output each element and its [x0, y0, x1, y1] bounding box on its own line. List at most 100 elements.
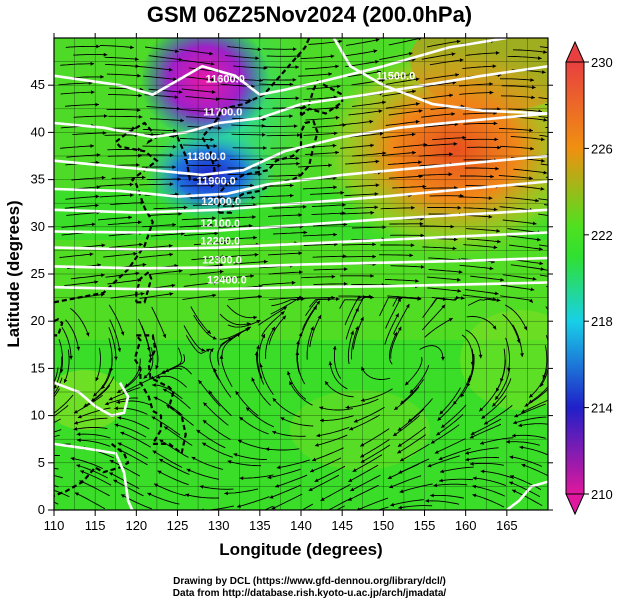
streamline — [219, 327, 250, 346]
streamline — [70, 274, 105, 280]
streamline — [381, 133, 416, 139]
streamline-arrow — [332, 345, 337, 350]
streamline-arrow — [168, 67, 173, 72]
streamline-arrow — [180, 118, 184, 123]
streamline — [467, 348, 474, 383]
streamline — [301, 300, 321, 330]
streamline — [501, 85, 536, 89]
streamline-arrow — [138, 153, 142, 158]
streamline-arrow — [397, 449, 402, 454]
streamline — [500, 295, 534, 304]
streamline — [459, 264, 494, 270]
streamline — [209, 348, 219, 380]
streamline-arrow — [355, 307, 359, 312]
streamline — [267, 468, 301, 479]
streamline-arrow — [37, 485, 41, 489]
streamline — [419, 94, 454, 100]
streamline-arrow — [412, 89, 416, 94]
streamline — [542, 345, 548, 379]
streamline-arrow — [382, 100, 386, 105]
streamline — [390, 326, 402, 359]
streamline-arrow — [73, 409, 78, 414]
streamline-arrow — [69, 355, 73, 360]
streamline — [221, 197, 256, 199]
streamline — [509, 456, 543, 467]
streamline — [265, 97, 300, 100]
streamline-arrow — [100, 74, 104, 79]
streamline-arrow — [239, 476, 244, 481]
streamline-arrow — [173, 77, 177, 82]
y-axis-ticks: 0 5 10 15 20 25 30 35 40 45 — [31, 77, 553, 517]
streamline — [185, 335, 211, 354]
streamline-arrow — [554, 358, 558, 362]
streamline — [60, 63, 95, 66]
streamline-arrow — [332, 143, 337, 148]
streamline — [460, 366, 475, 398]
streamline-arrow — [479, 407, 484, 412]
streamline-arrow — [321, 511, 325, 514]
streamline-arrow — [275, 484, 280, 488]
streamline-arrow — [315, 519, 319, 522]
streamline-arrow — [113, 479, 118, 484]
x-tick-label: 165 — [496, 518, 518, 533]
streamline — [60, 91, 95, 95]
streamline-arrow — [272, 398, 277, 402]
streamline-arrow — [472, 493, 477, 498]
streamline-arrow — [178, 212, 182, 216]
coastline — [54, 317, 64, 337]
streamline-arrow — [256, 320, 261, 324]
streamline-arrow — [448, 172, 453, 177]
streamline — [540, 163, 548, 166]
streamline — [339, 120, 374, 126]
streamline — [95, 347, 101, 382]
streamline-arrow — [355, 326, 359, 331]
streamline-arrow — [209, 51, 213, 56]
streamline-arrow — [96, 44, 100, 49]
streamline-arrow — [29, 438, 33, 442]
streamline — [439, 478, 474, 482]
streamline-arrow — [183, 205, 188, 210]
streamline-arrow — [529, 298, 533, 303]
streamline — [335, 505, 345, 510]
streamline-arrow — [375, 159, 380, 164]
streamline — [502, 219, 537, 225]
chart-title: GSM 06Z25Nov2024 (200.0hPa) — [146, 2, 473, 27]
streamline-arrow — [495, 51, 500, 55]
streamline-arrow — [174, 95, 179, 99]
streamline-arrow — [209, 348, 214, 353]
streamline-arrow — [500, 277, 504, 282]
streamline-arrow — [239, 417, 244, 421]
streamline — [312, 255, 347, 258]
streamline — [333, 345, 342, 379]
streamline — [224, 488, 259, 494]
streamline — [481, 395, 507, 420]
streamline — [297, 164, 332, 168]
streamline — [466, 238, 501, 243]
streamline-arrow — [442, 297, 447, 301]
streamline — [351, 326, 359, 360]
streamline-arrow — [393, 432, 398, 436]
streamline-arrow — [282, 306, 287, 311]
streamline-arrow — [397, 427, 402, 431]
streamline — [90, 376, 115, 402]
streamline — [146, 106, 181, 110]
streamline-arrow — [520, 353, 524, 357]
streamline-arrow — [283, 517, 287, 520]
contour-label: 12200.0 — [200, 236, 240, 248]
streamline-arrow — [541, 158, 545, 163]
streamline — [387, 295, 422, 299]
streamline — [280, 417, 314, 427]
streamline-arrow — [344, 282, 348, 286]
streamline — [502, 274, 537, 280]
x-tick-label: 160 — [455, 518, 477, 533]
streamline-arrow — [138, 93, 142, 98]
streamline — [459, 92, 494, 95]
streamline — [390, 265, 425, 268]
streamline-arrow — [372, 254, 376, 259]
streamline-arrow — [152, 450, 157, 455]
streamline-arrow — [199, 485, 204, 489]
streamline-arrow — [157, 470, 162, 475]
streamline-arrow — [349, 426, 354, 431]
streamline — [311, 204, 346, 207]
streamline — [183, 325, 206, 352]
